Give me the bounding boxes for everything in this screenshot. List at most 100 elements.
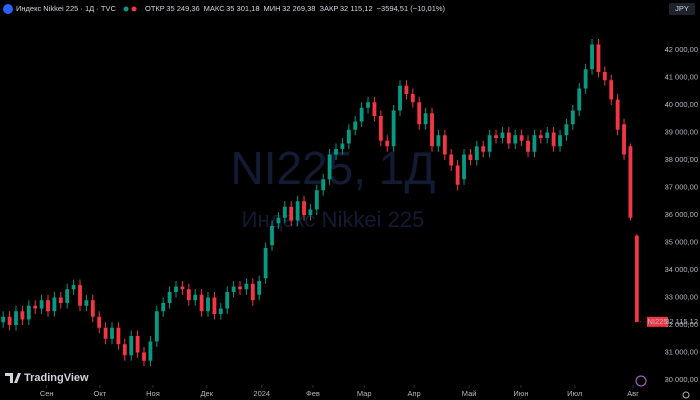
candle-body [154, 311, 159, 342]
candle-body [84, 300, 89, 306]
candle-body [334, 148, 338, 155]
y-tick-label: 38 000,00 [665, 155, 698, 164]
candle-body [404, 85, 409, 94]
candle-body [122, 344, 127, 356]
candle-body [282, 206, 287, 218]
chart-title: Индекс Nikkei 225 · 1Д · TVC [16, 4, 116, 13]
legend-label: ОТКР [145, 4, 165, 13]
candle-body [462, 154, 466, 180]
candle-body [449, 154, 454, 166]
y-tick-label: 32 000,00 [665, 320, 698, 329]
candle-body [398, 85, 402, 111]
legend-value: 32 269,38 [282, 4, 315, 13]
candle-body [90, 300, 95, 317]
settings-icon[interactable] [682, 391, 690, 399]
candle-body [58, 297, 63, 303]
candle-body [218, 308, 223, 314]
candle-body [551, 132, 556, 147]
candle-body [423, 113, 428, 125]
candle-body [308, 209, 313, 215]
candle-body [628, 146, 633, 218]
candle-body [353, 121, 358, 130]
candle-body [302, 201, 306, 215]
candle-body [583, 69, 588, 89]
candle-body [417, 102, 422, 125]
legend-value: 35 301,18 [226, 4, 259, 13]
candle-body [186, 289, 191, 301]
x-tick-label: Авг [627, 389, 639, 398]
candle-body [231, 286, 236, 292]
candle-body [174, 286, 178, 292]
symbol-icon [3, 4, 13, 14]
y-tick-label: 42 000,00 [665, 45, 698, 54]
candle-body [244, 283, 249, 290]
candle-body [622, 124, 626, 155]
last-price-tag [647, 316, 668, 327]
x-tick-label: Июл [567, 389, 582, 398]
candle-body [7, 316, 12, 325]
candle-body [129, 335, 134, 356]
candle-body [327, 154, 332, 180]
candle-body [359, 107, 364, 122]
candle-body [474, 146, 479, 160]
candle-body [148, 341, 153, 361]
candle-body [270, 225, 274, 246]
candle-body [161, 302, 166, 312]
last-price-symbol: NI225 [647, 317, 667, 326]
candle-body [615, 99, 620, 130]
y-tick-label: 41 000,00 [665, 72, 698, 81]
candle-body [135, 335, 140, 353]
candle-body [314, 190, 319, 210]
y-tick-label: 37 000,00 [665, 182, 698, 191]
candle-body [46, 300, 50, 312]
candle-body [545, 132, 550, 138]
candle-body [193, 294, 198, 301]
candle-body [538, 135, 543, 138]
candle-body [513, 135, 518, 144]
candle-body [206, 297, 210, 312]
x-tick-label: Май [462, 389, 477, 398]
candle-body [97, 316, 102, 328]
logo-icon [5, 373, 21, 383]
candle-body [481, 146, 486, 152]
candle-body [1, 316, 6, 323]
candle-body [20, 311, 25, 320]
x-tick-label: 2024 [253, 389, 270, 398]
candle-body [14, 311, 18, 325]
plot-area: 30 000,00 31 000,00 32 000,00 33 000,00 34 0… [1, 38, 698, 398]
candle-body [378, 115, 383, 141]
candle-body [52, 297, 57, 312]
candle-body [167, 291, 172, 303]
x-tick-label: Ноя [146, 389, 160, 398]
legend-label: МИН [264, 4, 281, 13]
y-tick-label: 39 000,00 [665, 127, 698, 136]
x-tick-label: Окт [94, 389, 107, 398]
candle-body [468, 154, 473, 160]
candle-body [494, 135, 498, 138]
candle-body [410, 93, 415, 103]
candle-body [225, 291, 230, 309]
events-icon[interactable] [635, 375, 647, 387]
candle-body [391, 110, 396, 147]
currency-button[interactable] [669, 3, 695, 15]
candle-body [532, 135, 537, 152]
candle-body [78, 285, 82, 306]
y-tick-label: 33 000,00 [665, 292, 698, 301]
y-tick-label: 36 000,00 [665, 210, 698, 219]
candle-body [321, 179, 326, 191]
candle-body [590, 44, 594, 70]
y-tick-label: 31 000,00 [665, 347, 698, 356]
legend-label: МАКС [204, 4, 226, 13]
currency-label[interactable]: JPY [675, 4, 689, 13]
candle-body [519, 135, 524, 141]
candle-body [526, 140, 530, 152]
y-tick-label: 34 000,00 [665, 265, 698, 274]
candle-body [500, 132, 505, 138]
candle-body [609, 80, 614, 100]
x-tick-label: Июн [513, 389, 528, 398]
candle-body [199, 294, 204, 312]
legend-change: −3594,51 (−10,01%) [377, 4, 446, 13]
candle-body [487, 135, 492, 152]
candle-body [238, 286, 242, 290]
